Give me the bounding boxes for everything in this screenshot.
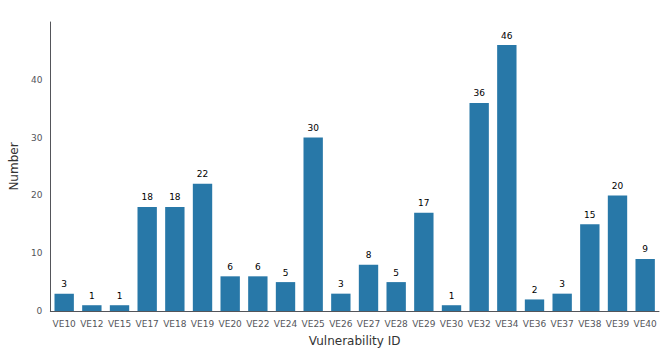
- svg-text:2: 2: [532, 285, 538, 295]
- svg-text:46: 46: [501, 31, 513, 41]
- svg-text:20: 20: [612, 181, 624, 191]
- svg-text:VE36: VE36: [523, 319, 547, 329]
- svg-text:VE25: VE25: [302, 319, 325, 329]
- svg-text:30: 30: [31, 133, 43, 143]
- svg-text:VE24: VE24: [274, 319, 298, 329]
- svg-text:40: 40: [31, 75, 43, 85]
- svg-text:VE10: VE10: [53, 319, 77, 329]
- svg-text:1: 1: [449, 291, 455, 301]
- svg-text:5: 5: [393, 268, 399, 278]
- svg-text:VE15: VE15: [108, 319, 131, 329]
- svg-text:VE29: VE29: [412, 319, 436, 329]
- svg-text:3: 3: [559, 279, 565, 289]
- svg-text:20: 20: [31, 190, 43, 200]
- svg-text:18: 18: [169, 192, 181, 202]
- svg-text:VE22: VE22: [246, 319, 269, 329]
- svg-text:0: 0: [37, 306, 43, 316]
- svg-text:VE32: VE32: [468, 319, 491, 329]
- svg-text:VE27: VE27: [357, 319, 380, 329]
- svg-text:VE38: VE38: [578, 319, 602, 329]
- svg-text:1: 1: [117, 291, 123, 301]
- svg-text:6: 6: [227, 262, 233, 272]
- svg-text:VE26: VE26: [329, 319, 353, 329]
- svg-text:VE34: VE34: [495, 319, 519, 329]
- svg-text:18: 18: [141, 192, 153, 202]
- svg-text:30: 30: [307, 123, 319, 133]
- svg-text:VE12: VE12: [80, 319, 103, 329]
- svg-text:9: 9: [642, 244, 648, 254]
- svg-text:VE18: VE18: [163, 319, 187, 329]
- svg-text:VE17: VE17: [136, 319, 159, 329]
- svg-text:10: 10: [31, 248, 43, 258]
- svg-text:Vulnerability ID: Vulnerability ID: [309, 334, 401, 348]
- svg-text:VE40: VE40: [634, 319, 658, 329]
- svg-text:5: 5: [283, 268, 289, 278]
- svg-text:VE37: VE37: [551, 319, 574, 329]
- svg-text:VE28: VE28: [385, 319, 409, 329]
- svg-text:Number: Number: [7, 142, 21, 190]
- svg-text:3: 3: [61, 279, 67, 289]
- svg-text:VE39: VE39: [606, 319, 630, 329]
- svg-text:8: 8: [366, 250, 372, 260]
- svg-text:VE19: VE19: [191, 319, 215, 329]
- svg-text:17: 17: [418, 198, 429, 208]
- svg-text:15: 15: [584, 210, 595, 220]
- svg-text:VE30: VE30: [440, 319, 464, 329]
- svg-text:6: 6: [255, 262, 261, 272]
- svg-text:22: 22: [197, 169, 208, 179]
- svg-text:1: 1: [89, 291, 95, 301]
- svg-text:VE20: VE20: [219, 319, 243, 329]
- svg-text:3: 3: [338, 279, 344, 289]
- svg-text:36: 36: [473, 88, 485, 98]
